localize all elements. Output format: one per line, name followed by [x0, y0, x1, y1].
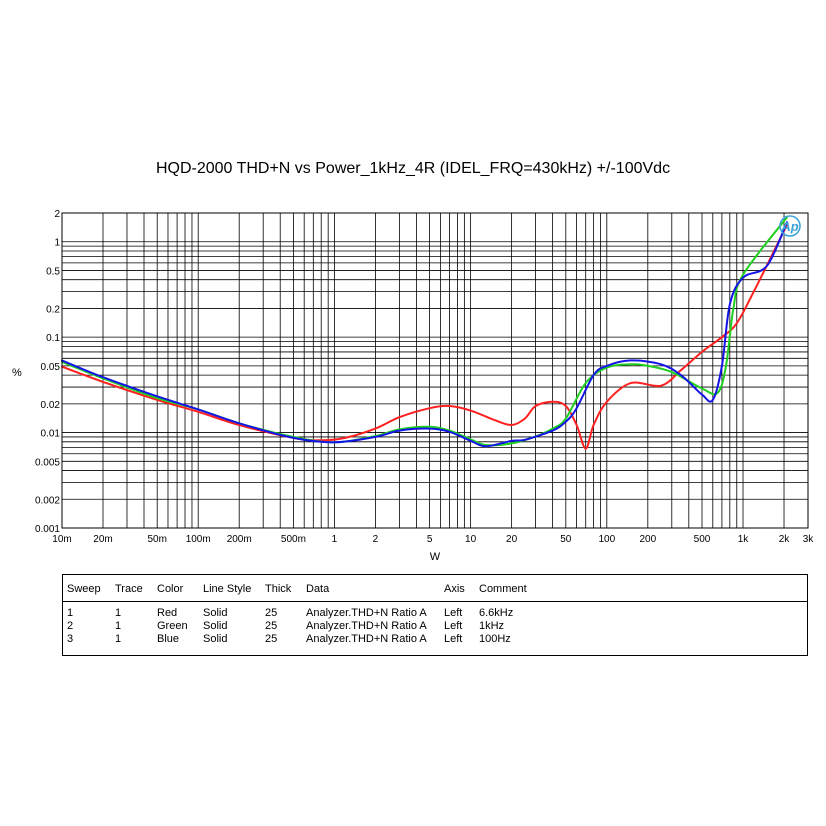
series-line-3	[61, 221, 788, 448]
y-tick-label: 0.01	[41, 429, 61, 440]
x-tick-label: 1k	[738, 534, 750, 545]
legend-header-comment: Comment	[479, 583, 527, 595]
legend-thick: 25	[265, 633, 278, 645]
x-tick-label: 5	[427, 534, 433, 545]
grid	[61, 212, 809, 529]
x-tick-label: 2	[373, 534, 379, 545]
series-line-2	[61, 216, 788, 447]
legend-table: Sweep Trace Color Line Style Thick Data …	[62, 574, 808, 656]
legend-data: Analyzer.THD+N Ratio A	[306, 633, 427, 645]
legend-data: Analyzer.THD+N Ratio A	[306, 607, 427, 619]
legend-sweep: 1	[67, 607, 74, 619]
x-tick-label: 500m	[281, 534, 306, 545]
legend-row: 2 1 Green Solid 25 Analyzer.THD+N Ratio …	[63, 620, 807, 633]
legend-axis: Left	[444, 607, 463, 619]
y-tick-label: 0.001	[35, 524, 60, 535]
series-lines	[61, 216, 788, 450]
legend-sweep: 2	[67, 620, 74, 632]
legend-color: Green	[157, 620, 188, 632]
y-tick-label: 0.2	[46, 304, 60, 315]
legend-row: 3 1 Blue Solid 25 Analyzer.THD+N Ratio A…	[63, 633, 807, 646]
legend-row: 1 1 Red Solid 25 Analyzer.THD+N Ratio A …	[63, 607, 807, 620]
y-tick-label: 0.002	[35, 495, 60, 506]
x-tick-label: 50	[560, 534, 572, 545]
legend-trace: 1	[115, 633, 122, 645]
legend-comment: 1kHz	[479, 620, 505, 632]
legend-comment: 6.6kHz	[479, 607, 514, 619]
ap-logo: Ap	[779, 215, 801, 237]
y-tick-label: 0.005	[35, 457, 60, 468]
legend-axis: Left	[444, 633, 463, 645]
x-tick-label: 20m	[93, 534, 112, 545]
legend-header-divider	[63, 601, 807, 602]
legend-sweep: 3	[67, 633, 74, 645]
legend-thick: 25	[265, 620, 278, 632]
legend-header-axis: Axis	[444, 583, 465, 595]
x-tick-label: 1	[332, 534, 338, 545]
legend-axis: Left	[444, 620, 463, 632]
y-tick-label: 0.02	[41, 400, 61, 411]
legend-color: Blue	[157, 633, 180, 645]
x-tick-label: 100m	[186, 534, 211, 545]
y-tick-label: 0.1	[46, 333, 60, 344]
tick-labels: 10m 20m 50m 100m 200m 500m 1 2 5 10 20 50 100 200 500 1…	[35, 209, 814, 545]
x-tick-label: 200	[639, 534, 656, 545]
legend-line-style: Solid	[203, 607, 228, 619]
y-tick-label: 1	[54, 238, 60, 249]
y-tick-label: 2	[54, 209, 60, 220]
chart-title: HQD-2000 THD+N vs Power_1kHz_4R (IDEL_FR…	[155, 160, 671, 177]
legend-data: Analyzer.THD+N Ratio A	[306, 620, 427, 632]
x-tick-label: 10m	[52, 534, 71, 545]
ap-logo-circle	[779, 215, 801, 237]
legend-trace: 1	[115, 620, 122, 632]
x-axis-label: W	[430, 551, 441, 563]
legend-thick: 25	[265, 607, 278, 619]
legend-header-color: Color	[157, 583, 184, 595]
legend-header-line-style: Line Style	[203, 583, 252, 595]
legend-comment: 100Hz	[479, 633, 511, 645]
legend-line-style: Solid	[203, 633, 228, 645]
legend-header-trace: Trace	[115, 583, 143, 595]
legend-line-style: Solid	[203, 620, 228, 632]
y-tick-label: 0.05	[41, 362, 61, 373]
legend-header-sweep: Sweep	[67, 583, 101, 595]
plot-frame	[61, 212, 809, 529]
legend-color: Red	[157, 607, 178, 619]
x-tick-label: 500	[694, 534, 711, 545]
x-tick-label: 20	[506, 534, 518, 545]
x-tick-label: 50m	[147, 534, 166, 545]
x-tick-label: 2k	[779, 534, 791, 545]
x-tick-label: 10	[465, 534, 477, 545]
legend-header-row: Sweep Trace Color Line Style Thick Data …	[63, 583, 807, 597]
x-tick-label: 3k	[803, 534, 815, 545]
series-line-1	[61, 223, 788, 450]
legend-header-thick: Thick	[265, 583, 292, 595]
x-tick-label: 100	[598, 534, 615, 545]
y-tick-label: 0.5	[46, 266, 60, 277]
ap-logo-text: Ap	[780, 219, 798, 234]
legend-header-data: Data	[306, 583, 330, 595]
x-tick-label: 200m	[227, 534, 252, 545]
legend-trace: 1	[115, 607, 122, 619]
y-axis-label: %	[12, 367, 22, 379]
